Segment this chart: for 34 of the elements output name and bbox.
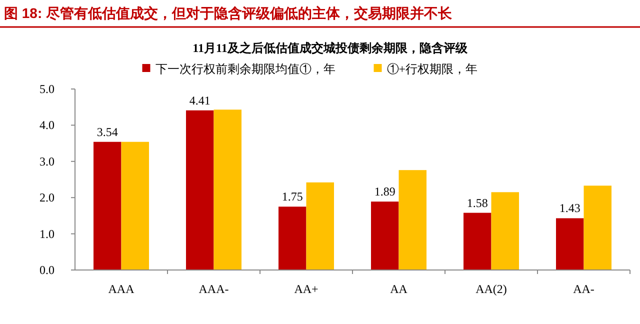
y-tick-label: 2.0 — [40, 190, 54, 205]
x-tick-label: AAA- — [198, 282, 229, 296]
x-tick-label: AA- — [573, 282, 594, 296]
data-label: 1.58 — [466, 196, 488, 210]
y-tick-label: 4.0 — [40, 118, 54, 132]
bar — [556, 218, 584, 270]
bar — [214, 110, 242, 270]
bar — [121, 142, 149, 270]
bar — [398, 170, 426, 270]
y-tick-label: 0.0 — [40, 263, 54, 277]
legend-label: 下一次行权前剩余期限均值①，年 — [155, 62, 336, 76]
data-label: 1.43 — [559, 201, 580, 216]
data-label: 4.41 — [189, 93, 210, 108]
bar — [584, 186, 612, 270]
x-tick-label: AA — [390, 282, 408, 296]
bar — [371, 202, 399, 270]
chart-subtitle: 11月11及之后低估值成交城投债剩余期限，隐含评级 — [192, 41, 468, 55]
x-tick-label: AAA — [108, 282, 135, 296]
x-tick-label: AA+ — [294, 282, 319, 296]
bar — [186, 110, 214, 270]
bar — [278, 206, 306, 270]
bar — [464, 212, 492, 270]
x-tick-label: AA(2) — [476, 282, 507, 296]
data-label: 1.75 — [282, 190, 303, 204]
legend-label: ①+行权期限，年 — [386, 62, 478, 76]
data-label: 1.89 — [374, 184, 396, 199]
bar — [491, 192, 519, 270]
y-tick-label: 1.0 — [40, 226, 54, 241]
bar — [94, 142, 122, 270]
data-label: 3.54 — [96, 124, 118, 139]
bar — [306, 182, 334, 270]
y-tick-label: 5.0 — [40, 82, 54, 96]
y-tick-label: 3.0 — [40, 154, 54, 168]
chart-title: 图 18: 尽管有低估值成交，但对于隐含评级偏低的主体，交易期限并不长 — [4, 5, 454, 21]
